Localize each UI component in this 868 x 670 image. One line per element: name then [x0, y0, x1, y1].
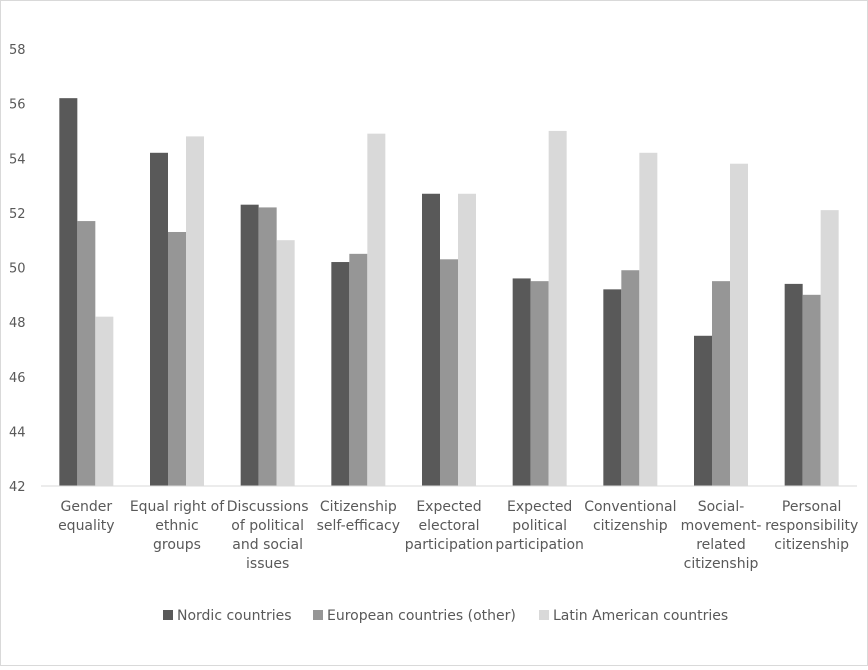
x-tick-label-line: participation	[405, 537, 493, 553]
y-tick-label: 48	[9, 316, 26, 331]
y-tick-label: 52	[9, 207, 26, 222]
bar-series1-cat7	[712, 281, 730, 486]
x-tick-label-line: Expected	[416, 499, 481, 515]
x-tick-label-line: Equal right of	[130, 499, 225, 515]
x-tick-label: Expected political participation	[495, 499, 583, 553]
x-tick-label-line: Gender	[61, 499, 113, 515]
bar-series1-cat1	[168, 231, 186, 486]
x-tick-label: Personal responsibility citizenship	[765, 499, 858, 553]
bar-series1-cat8	[802, 294, 821, 486]
x-tick-label: Gender equality	[58, 499, 115, 534]
x-tick-label-line: Social-	[698, 499, 745, 515]
bar-series1-cat6	[621, 270, 640, 486]
legend-swatch	[539, 610, 549, 620]
x-tick-label-line: citizenship	[774, 537, 849, 553]
bar-series1-cat0	[77, 221, 96, 486]
bar-series0-cat6	[603, 289, 622, 486]
x-tick-label-line: Conventional	[584, 499, 676, 515]
x-tick-label-line: self-efficacy	[317, 518, 400, 534]
x-tick-label-line: citizenship	[684, 556, 759, 572]
bar-series1-cat3	[349, 253, 368, 486]
legend-swatch	[313, 610, 323, 620]
x-tick-label: Equal right of ethnic groups	[130, 499, 225, 553]
legend-label: Nordic countries	[177, 608, 292, 624]
x-tick-label-line: of political	[231, 518, 304, 534]
legend-label: Latin American countries	[553, 608, 728, 624]
x-tick-label-line: citizenship	[593, 518, 668, 534]
x-tick-label-line: participation	[495, 537, 583, 553]
y-tick-label: 42	[9, 480, 26, 495]
bar-series0-cat5	[512, 278, 531, 486]
x-tick-label-line: responsibility	[765, 518, 858, 534]
bar-series0-cat4	[422, 193, 440, 486]
bar-series0-cat7	[694, 335, 712, 486]
x-tick-label: Expected electoral participation	[405, 499, 493, 553]
x-tick-label-line: Expected	[507, 499, 572, 515]
bar-series0-cat2	[240, 204, 259, 486]
x-tick-label: Citizenship self-efficacy	[317, 499, 400, 534]
x-tick-label-line: ethnic	[155, 518, 198, 534]
bar-series1-cat2	[258, 207, 277, 486]
bar-series2-cat7	[730, 163, 748, 486]
y-axis: 42 44 46 48 50 52 54 56 58	[9, 43, 26, 495]
bar-series0-cat8	[784, 283, 803, 486]
x-tick-label: Discussions of political and social issues	[227, 499, 309, 572]
bar-series2-cat8	[820, 210, 839, 487]
bar-series2-cat5	[548, 130, 567, 486]
x-tick-label: Conventional citizenship	[584, 499, 676, 534]
bar-series1-cat4	[440, 259, 458, 486]
x-tick-label-line: issues	[246, 556, 289, 572]
x-tick-label-line: Citizenship	[320, 499, 397, 515]
bar-series2-cat1	[186, 136, 204, 486]
y-tick-label: 54	[9, 152, 26, 167]
x-tick-label-line: political	[512, 518, 567, 534]
y-tick-label: 44	[9, 425, 26, 440]
bar-series1-cat5	[530, 281, 549, 486]
x-tick-label-line: electoral	[418, 518, 479, 534]
x-tick-label-line: related	[696, 537, 746, 553]
bar-series2-cat0	[95, 316, 114, 486]
bar-series0-cat1	[150, 152, 168, 486]
bar-series0-cat3	[331, 262, 350, 486]
legend: Nordic countries European countries (othe…	[163, 608, 728, 624]
x-tick-label-line: movement-	[681, 518, 762, 534]
bar-series2-cat4	[458, 193, 476, 486]
legend-swatch	[163, 610, 173, 620]
x-axis-labels: Gender equality Equal right of ethnic groups…	[58, 499, 858, 572]
bar-series0-cat0	[59, 98, 78, 486]
bar-series2-cat6	[639, 152, 658, 486]
bar-series2-cat3	[367, 133, 386, 486]
y-tick-label: 56	[9, 98, 26, 113]
x-tick-label-line: groups	[153, 537, 201, 553]
x-tick-label-line: equality	[58, 518, 115, 534]
y-tick-label: 46	[9, 371, 26, 386]
x-tick-label-line: Discussions	[227, 499, 309, 515]
bars	[59, 98, 839, 487]
legend-label: European countries (other)	[327, 608, 516, 624]
x-tick-label-line: and social	[232, 537, 303, 553]
x-tick-label: Social-movement-related citizenship	[681, 499, 762, 572]
x-tick-label-line: Personal	[782, 499, 842, 515]
y-tick-label: 50	[9, 262, 26, 277]
y-tick-label: 58	[9, 43, 26, 58]
bar-series2-cat2	[276, 240, 295, 486]
